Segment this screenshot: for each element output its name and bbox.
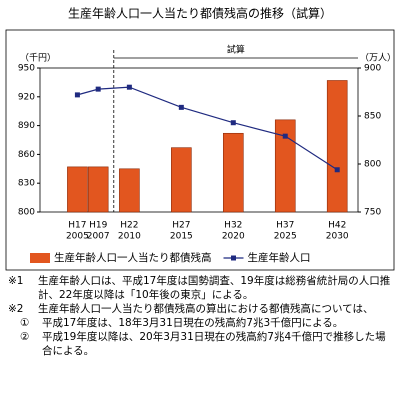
note-text: 平成19年度以降は、20年3月31日現在の残高約7兆4千億円で推移した場合による… [42,331,386,357]
chart-frame [5,29,395,271]
line-marker [178,104,184,110]
y-tick-label: 830 [18,179,35,189]
y-tick-label: 950 [18,64,35,74]
line-marker [282,133,288,139]
note: ① 平成17年度は、18年3月31日現在の残高約7兆3千億円による。 [8,316,392,330]
y2-tick-label: 750 [364,208,381,218]
x-tick-label: 2030 [326,232,349,242]
y-axis-label: （千円） [20,53,56,64]
note-text: 生産年齢人口は、平成17年度は国勢調査、19年度は総務省統計局の人口推計、22年… [38,275,391,301]
line-marker [74,92,80,98]
bar [274,119,296,213]
x-tick-label: 2025 [274,232,297,242]
x-tick-label: 2007 [87,232,110,242]
x-tick-label: 2005 [66,232,89,242]
x-tick-label: 2020 [222,232,245,242]
legend-swatch [30,253,50,263]
legend-label: 生産年齢人口一人当たり都債残高 [54,251,212,264]
plot-area [39,67,359,213]
line [77,86,338,171]
x-tick-label: H19 [89,221,107,231]
y-tick-label: 860 [18,150,35,160]
note: ※1 生産年齢人口は、平成17年度は国勢調査、19年度は総務省統計局の人口推計、2… [8,274,392,302]
bar [171,147,192,213]
note-text: 平成17年度は、18年3月31日現在の残高約7兆3千億円による。 [42,317,344,329]
line-marker [126,84,132,90]
bar [67,166,88,213]
note: ② 平成19年度以降は、20年3月31日現在の残高約7兆4千億円で推移した場合によ… [8,330,392,358]
note-text: 生産年齢人口一人当たり都債残高の算出における都債残高については、 [38,303,374,315]
y2-axis-label: （万人） [360,53,396,64]
x-tick-label: H42 [328,221,346,231]
line-marker [95,86,101,92]
x-tick-label: 2010 [118,232,141,242]
y-tick-label: 800 [18,208,35,218]
note-marker: ① [20,317,30,329]
x-tick-label: H32 [224,221,242,231]
y-tick-label: 890 [18,121,35,131]
x-tick-label: H22 [120,221,138,231]
legend-swatch [231,255,236,261]
bar [119,168,140,213]
chart-title: 生産年齢人口一人当たり都債残高の推移（試算） [68,6,332,21]
bar [326,80,348,213]
bar [222,132,244,213]
x-tick-label: 2015 [170,232,193,242]
note-marker: ※1 [8,275,24,287]
chart: 生産年齢人口一人当たり都債残高の推移（試算） （千円） （万人） 800 830 8… [5,6,396,271]
notes: ※1 生産年齢人口は、平成17年度は国勢調査、19年度は総務省統計局の人口推計、2… [8,274,392,358]
note-marker: ② [20,331,30,343]
line-marker [230,120,236,126]
y2-tick-label: 850 [364,112,381,122]
legend-label: 生産年齢人口 [248,251,311,264]
line-marker [334,167,340,173]
y2-tick-label: 800 [364,160,381,170]
x-tick-label: H37 [276,221,294,231]
y-tick-label: 920 [18,92,35,102]
note-marker: ※2 [8,303,24,315]
bar [87,166,109,213]
x-tick-label: H27 [172,221,190,231]
x-tick-label: H17 [68,221,86,231]
y2-tick-label: 900 [364,64,381,74]
annotation: 試算 [227,44,245,56]
note: ※2 生産年齢人口一人当たり都債残高の算出における都債残高については、 [8,302,392,316]
